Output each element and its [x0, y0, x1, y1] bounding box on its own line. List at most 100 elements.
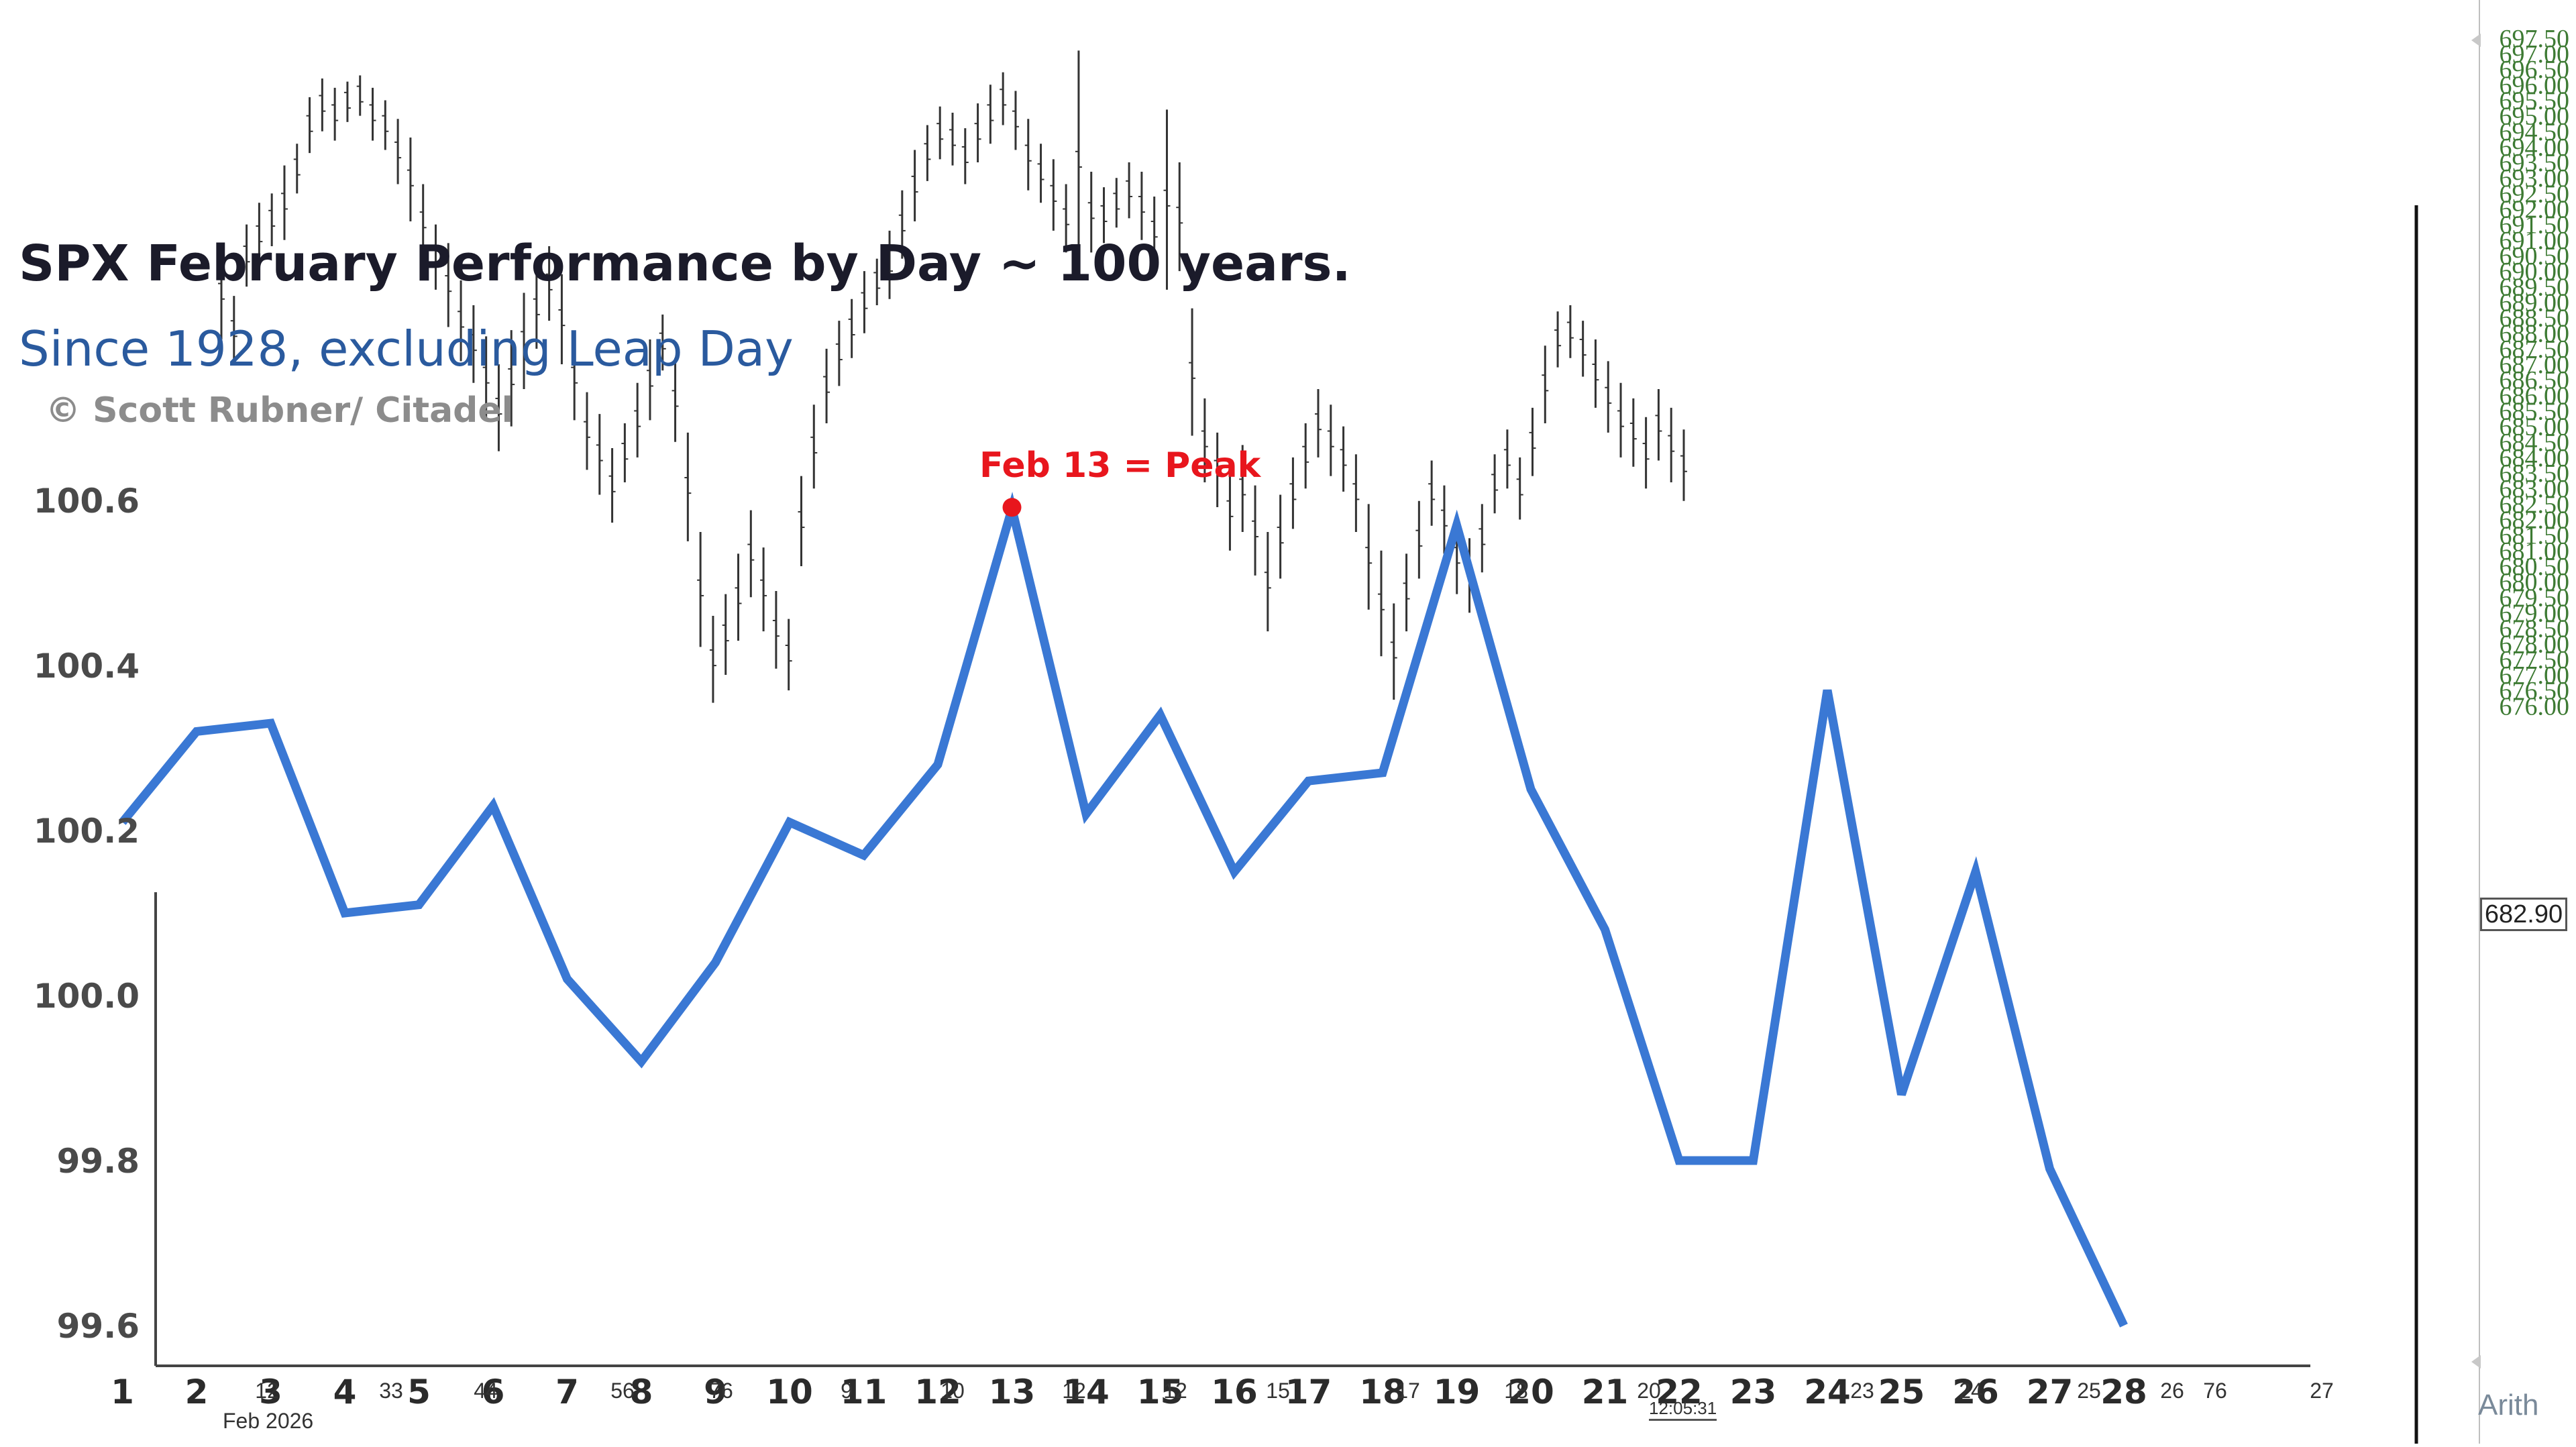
price-scroll-down-icon — [2471, 1355, 2481, 1369]
price-axis-tick-label: 685.00 — [2500, 413, 2570, 441]
x-tick-label: 23 — [1730, 1373, 1777, 1411]
y-tick-label: 100.2 — [34, 812, 140, 851]
x-tick-label: 20 — [1507, 1373, 1554, 1411]
background-x-tick-label: 10 — [941, 1379, 965, 1403]
price-axis-tick-label: 694.00 — [2500, 133, 2570, 162]
background-x-tick-label: 17 — [1396, 1379, 1420, 1403]
x-tick-label: 4 — [333, 1373, 357, 1411]
x-tick-label: 16 — [1211, 1373, 1258, 1411]
x-tick-label: 26 — [1952, 1373, 1999, 1411]
price-axis-tick-label: 687.50 — [2500, 335, 2570, 364]
x-tick-label: 10 — [766, 1373, 813, 1411]
last-price-box: 682.90 — [2480, 898, 2567, 931]
price-axis-tick-label: 693.00 — [2500, 164, 2570, 193]
x-tick-label: 18 — [1359, 1373, 1406, 1411]
background-x-tick-label: 9 — [841, 1379, 853, 1403]
price-axis-tick-label: 680.00 — [2500, 568, 2570, 596]
price-axis-tick-label: 695.00 — [2500, 103, 2570, 131]
y-tick-label: 99.6 — [57, 1307, 140, 1346]
x-tick-label: 22 — [1656, 1373, 1703, 1411]
price-axis-tick-label: 683.50 — [2500, 460, 2570, 488]
background-time-label: 12:05:31 — [1649, 1398, 1717, 1421]
price-axis-tick-label: 677.50 — [2500, 646, 2570, 674]
y-tick-label: 99.8 — [57, 1142, 140, 1181]
background-x-tick-label: 23 — [1850, 1379, 1874, 1403]
x-tick-label: 9 — [704, 1373, 727, 1411]
peak-annotation: Feb 13 = Peak — [979, 445, 1261, 486]
background-x-tick-label: 56 — [610, 1379, 635, 1403]
x-tick-label: 5 — [407, 1373, 431, 1411]
price-axis-tick-label: 694.50 — [2500, 118, 2570, 146]
price-axis-tick-label: 682.00 — [2500, 506, 2570, 535]
background-x-tick-label: 12 — [1163, 1379, 1187, 1403]
price-axis-tick-label: 686.50 — [2500, 366, 2570, 394]
price-axis-tick-label: 688.50 — [2500, 305, 2570, 333]
background-x-tick-label: 26 — [2160, 1379, 2184, 1403]
chart-title: SPX February Performance by Day ~ 100 ye… — [19, 235, 1351, 292]
price-axis-tick-label: 679.00 — [2500, 599, 2570, 627]
x-tick-label: 15 — [1137, 1373, 1184, 1411]
x-tick-label: 1 — [111, 1373, 134, 1411]
x-tick-label: 7 — [555, 1373, 579, 1411]
x-tick-label: 24 — [1804, 1373, 1851, 1411]
background-x-tick-label: 24 — [1959, 1379, 1983, 1403]
background-date-label: Feb 2026 — [223, 1409, 314, 1433]
price-axis-tick-label: 687.00 — [2500, 351, 2570, 379]
price-axis-tick-label: 676.00 — [2500, 692, 2570, 720]
spx-performance-line — [119, 492, 2128, 1328]
x-tick-label: 13 — [989, 1373, 1036, 1411]
x-tick-label: 2 — [185, 1373, 209, 1411]
price-axis-tick-label: 682.50 — [2500, 490, 2570, 519]
x-tick-label: 11 — [841, 1373, 888, 1411]
price-axis-tick-label: 688.00 — [2500, 320, 2570, 348]
x-tick-label: 8 — [630, 1373, 653, 1411]
x-tick-label: 17 — [1285, 1373, 1332, 1411]
background-x-tick-label: 25 — [2077, 1379, 2101, 1403]
background-x-tick-label: 27 — [2310, 1379, 2334, 1403]
background-x-tick-label: 76 — [2203, 1379, 2227, 1403]
price-scroll-up-icon — [2471, 34, 2481, 47]
price-axis-tick-label: 683.00 — [2500, 475, 2570, 503]
price-axis-tick-label: 676.50 — [2500, 677, 2570, 705]
right-price-axis: 697.50697.00696.50696.00695.50695.00694.… — [2414, 0, 2570, 1444]
price-axis-tick-label: 678.00 — [2500, 631, 2570, 659]
y-tick-label: 100.0 — [34, 977, 140, 1016]
chart-credit: © Scott Rubner/ Citadel — [46, 390, 514, 431]
price-axis-tick-label: 684.50 — [2500, 429, 2570, 457]
price-axis-tick-label: 692.00 — [2500, 196, 2570, 224]
price-axis-tick-label: 690.50 — [2500, 242, 2570, 270]
price-axis-tick-label: 689.00 — [2500, 288, 2570, 317]
background-x-tick-label: 33 — [379, 1379, 403, 1403]
price-axis-tick-label: 691.00 — [2500, 227, 2570, 255]
price-axis-tick-label: 689.50 — [2500, 273, 2570, 301]
y-tick-label: 100.6 — [34, 482, 140, 521]
price-axis-tick-label: 692.50 — [2500, 180, 2570, 208]
price-axis-tick-label: 684.00 — [2500, 444, 2570, 472]
background-x-tick-label: 18 — [1504, 1379, 1528, 1403]
x-tick-label: 14 — [1063, 1373, 1110, 1411]
price-axis-tick-label: 685.50 — [2500, 397, 2570, 425]
background-x-tick-label: 12 — [1062, 1379, 1086, 1403]
price-axis-tick-label: 677.00 — [2500, 661, 2570, 690]
background-price-bars — [218, 50, 1687, 703]
price-axis-tick-label: 679.50 — [2500, 584, 2570, 612]
price-axis-tick-label: 681.00 — [2500, 537, 2570, 566]
background-x-tick-label: 12 — [255, 1379, 279, 1403]
main-axes — [154, 892, 2310, 1367]
price-axis-tick-label: 680.50 — [2500, 553, 2570, 581]
price-axis-tick-label: 681.50 — [2500, 522, 2570, 550]
scale-mode-label[interactable]: Arith — [2478, 1389, 2539, 1422]
price-axis-tick-label: 690.00 — [2500, 258, 2570, 286]
price-axis-tick-label: 696.50 — [2500, 56, 2570, 84]
price-axis-tick-label: 695.50 — [2500, 87, 2570, 115]
x-tick-label: 28 — [2100, 1373, 2147, 1411]
peak-marker — [1002, 498, 1022, 517]
background-x-tick-label: 20 — [1637, 1379, 1661, 1403]
background-x-tick-label: 44 — [474, 1379, 498, 1403]
price-axis-tick-label: 697.00 — [2500, 40, 2570, 68]
price-axis-tick-label: 678.50 — [2500, 615, 2570, 643]
chart-subtitle: Since 1928, excluding Leap Day — [19, 321, 794, 377]
